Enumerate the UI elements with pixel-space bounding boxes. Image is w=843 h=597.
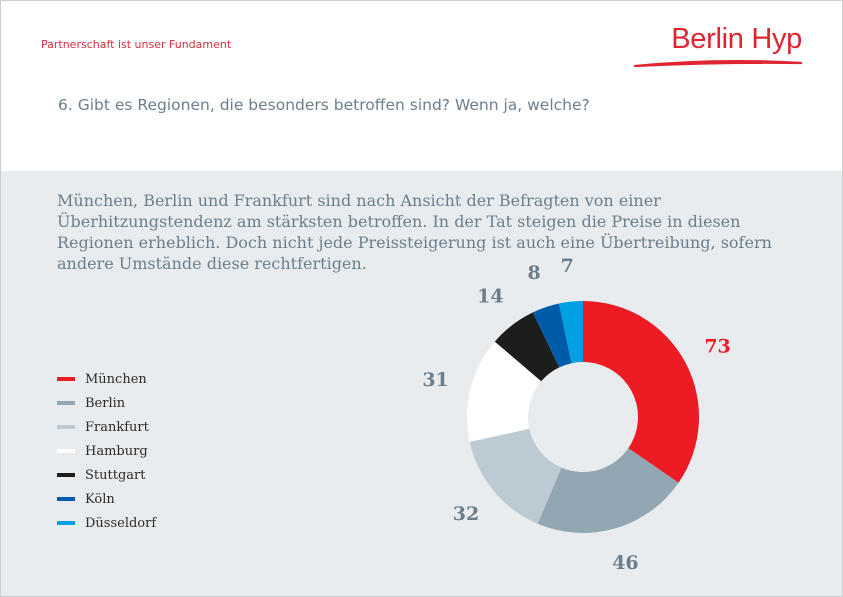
legend-label: Berlin: [85, 395, 126, 411]
donut-slice-munchen: [583, 301, 699, 483]
data-label-munchen: 73: [704, 335, 730, 357]
legend-label: Hamburg: [85, 443, 148, 459]
legend-item-hamburg: Hamburg: [57, 439, 156, 463]
legend-item-stuttgart: Stuttgart: [57, 463, 156, 487]
legend-label: Stuttgart: [85, 467, 146, 483]
legend-swatch: [57, 425, 75, 429]
legend-swatch: [57, 377, 75, 381]
legend-item-dusseldorf: Düsseldorf: [57, 511, 156, 535]
data-label-koln: 8: [527, 262, 540, 284]
legend-label: Köln: [85, 491, 115, 507]
donut-slice-stuttgart: [494, 312, 560, 382]
legend-item-frankfurt: Frankfurt: [57, 415, 156, 439]
legend-swatch: [57, 497, 75, 501]
legend-label: Düsseldorf: [85, 515, 157, 531]
donut-slice-frankfurt: [469, 428, 562, 524]
donut-slice-hamburg: [467, 341, 542, 442]
data-label-berlin: 46: [612, 552, 638, 574]
data-label-stuttgart: 14: [477, 285, 503, 307]
legend-swatch: [57, 449, 75, 453]
legend-item-berlin: Berlin: [57, 391, 156, 415]
donut-chart: 73 46 32 31 14 8 7: [422, 255, 730, 574]
legend-item-munchen: München: [57, 367, 156, 391]
question-heading: 6. Gibt es Regionen, die besonders betro…: [58, 96, 590, 114]
donut-slice-koln: [532, 303, 572, 368]
data-label-dusseldorf: 7: [561, 255, 574, 277]
legend-label: Frankfurt: [85, 419, 149, 435]
logo-swoosh: [633, 59, 803, 68]
donut-slice-dusseldorf: [558, 301, 583, 364]
donut-slice-berlin: [537, 448, 679, 533]
logo-text: Berlin Hyp: [671, 23, 802, 55]
legend-label: München: [85, 371, 147, 387]
content-panel: München, Berlin und Frankfurt sind nach …: [1, 171, 842, 596]
berlin-hyp-logo: Berlin Hyp: [633, 23, 808, 71]
data-label-hamburg: 31: [422, 369, 448, 391]
data-label-frankfurt: 32: [453, 503, 479, 525]
legend-swatch: [57, 401, 75, 405]
legend-swatch: [57, 473, 75, 477]
legend-swatch: [57, 521, 75, 525]
intro-text: München, Berlin und Frankfurt sind nach …: [57, 191, 772, 273]
legend-item-koln: Köln: [57, 487, 156, 511]
header: Partnerschaft ist unser Fundament Berlin…: [1, 1, 842, 171]
tagline: Partnerschaft ist unser Fundament: [41, 38, 232, 51]
chart-legend: München Berlin Frankfurt Hamburg Stuttgart Kö…: [57, 367, 156, 535]
